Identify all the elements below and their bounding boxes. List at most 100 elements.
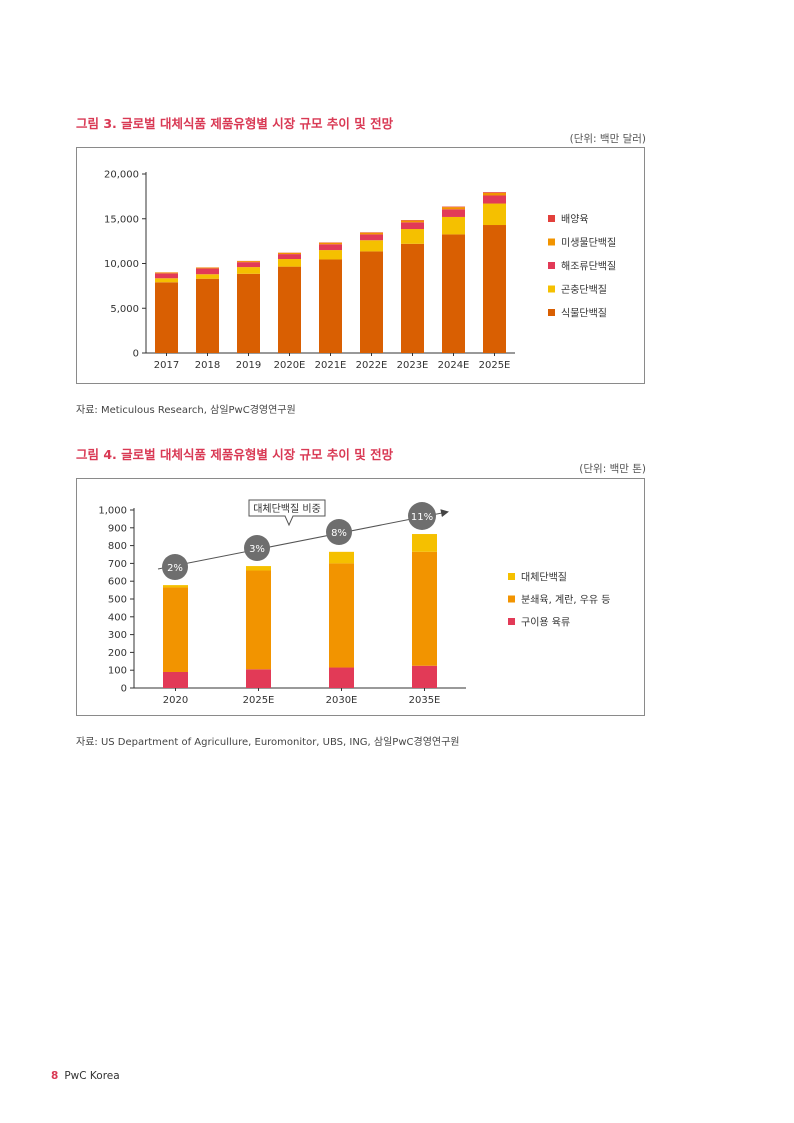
x-tick-label: 2021E [315, 360, 347, 371]
y-tick-label: 300 [108, 630, 127, 641]
y-tick-label: 5,000 [110, 304, 139, 315]
legend-label-미생물단백질: 미생물단백질 [561, 237, 616, 249]
y-tick-label: 500 [108, 595, 127, 606]
figure4-title: 그림 4. 글로벌 대체식품 제품유형별 시장 규모 추이 및 전망 [76, 447, 394, 462]
share-callout: 대체단백질 비중 [248, 499, 326, 527]
page-footer: 8 PwC Korea [51, 1070, 120, 1082]
y-tick-label: 600 [108, 577, 127, 588]
share-label-2020: 2% [167, 563, 183, 574]
callout-label: 대체단백질 비중 [253, 503, 321, 515]
bar-segment-해조류단백질-2022E [360, 234, 383, 241]
share-label-2025E: 3% [249, 544, 265, 555]
legend-label-구이용-육류: 구이용 육류 [521, 617, 570, 629]
share-circle-2025E [244, 535, 270, 561]
bar-segment-곤충단백질-2017 [155, 278, 178, 283]
bar-segment-곤충단백질-2018 [196, 274, 219, 279]
x-tick-label: 2020E [274, 360, 306, 371]
bar-segment-미생물단백질-2021E [319, 242, 342, 245]
bar-segment-해조류단백질-2021E [319, 244, 342, 251]
bar-segment-해조류단백질-2020E [278, 254, 301, 260]
bar-segment-분쇄육-계란-우유-등-2025E [246, 570, 271, 670]
legend-swatch-대체단백질 [508, 573, 515, 580]
bar-segment-해조류단백질-2017 [155, 273, 178, 279]
y-tick-label: 15,000 [104, 214, 139, 225]
legend-swatch-구이용-육류 [508, 618, 515, 625]
figure3-chart: 0 5,000 10,000 15,000 20,000 2017 2018 2019 2020… [104, 170, 616, 372]
x-tick-label: 2035E [409, 695, 441, 706]
figure4-source: 자료: US Department of Agricullure, Euromo… [76, 737, 460, 748]
bar-segment-미생물단백질-2019 [237, 261, 260, 263]
bar-segment-구이용-육류-2030E [329, 667, 354, 688]
y-tick-label: 800 [108, 541, 127, 552]
x-tick-label: 2025E [479, 360, 511, 371]
bar-segment-해조류단백질-2018 [196, 268, 219, 275]
legend-swatch-분쇄육-계란-우유-등 [508, 595, 515, 603]
trend-arrow [157, 509, 449, 570]
y-tick-label: 700 [108, 559, 127, 570]
bar-segment-미생물단백질-2024E [442, 207, 465, 210]
legend-label-배양육: 배양육 [561, 214, 589, 226]
y-tick-label: 200 [108, 648, 127, 659]
bar-segment-곤충단백질-2023E [401, 229, 424, 244]
bar-segment-대체단백질-2035E [412, 534, 437, 552]
bar-segment-미생물단백질-2020E [278, 252, 301, 255]
bar-segment-대체단백질-2030E [329, 551, 354, 564]
bar-segment-해조류단백질-2024E [442, 209, 465, 217]
legend-swatch-배양육 [548, 215, 555, 222]
callout-box [248, 499, 326, 527]
page-number: 8 [51, 1070, 59, 1082]
bar-segment-해조류단백질-2025E [483, 195, 506, 204]
bar-segment-분쇄육-계란-우유-등-2020 [163, 587, 188, 672]
bar-segment-미생물단백질-2018 [196, 267, 219, 269]
bar-segment-대체단백질-2020 [163, 585, 188, 588]
bar-segment-곤충단백질-2025E [483, 203, 506, 226]
bar-segment-대체단백질-2025E [246, 566, 271, 571]
share-label-2035E: 11% [411, 512, 433, 523]
bar-segment-미생물단백질-2025E [483, 192, 506, 196]
bar-segment-미생물단백질-2022E [360, 232, 383, 235]
legend-label-곤충단백질: 곤충단백질 [561, 284, 607, 296]
y-tick-label: 400 [108, 612, 127, 623]
legend-swatch-해조류단백질 [548, 262, 555, 269]
legend-label-해조류단백질: 해조류단백질 [561, 260, 616, 273]
bar-segment-곤충단백질-2020E [278, 259, 301, 267]
bar-segment-해조류단백질-2019 [237, 262, 260, 268]
bar-segment-해조류단백질-2023E [401, 222, 424, 230]
bar-segment-식물단백질-2022E [360, 251, 383, 353]
y-tick-label: 0 [133, 349, 139, 360]
share-circle-2035E [408, 502, 436, 530]
bar-segment-곤충단백질-2021E [319, 250, 342, 260]
bar-segment-배양육-2024E [442, 206, 465, 208]
figure4-unit: (단위: 백만 톤) [579, 463, 646, 475]
bar-segment-식물단백질-2018 [196, 278, 219, 353]
x-tick-label: 2023E [397, 360, 429, 371]
y-tick-label: 0 [121, 684, 127, 695]
x-tick-label: 2024E [438, 360, 470, 371]
x-tick-label: 2025E [243, 695, 275, 706]
y-tick-label: 900 [108, 523, 127, 534]
footer-brand: PwC Korea [64, 1070, 120, 1082]
legend-swatch-미생물단백질 [548, 238, 555, 246]
bar-segment-곤충단백질-2019 [237, 267, 260, 274]
x-tick-label: 2019 [236, 360, 261, 371]
bar-segment-곤충단백질-2024E [442, 216, 465, 235]
bar-segment-식물단백질-2025E [483, 225, 506, 353]
y-tick-label: 1,000 [98, 506, 127, 517]
bar-segment-식물단백질-2020E [278, 266, 301, 353]
legend-label-식물단백질: 식물단백질 [561, 308, 607, 320]
bar-segment-구이용-육류-2020 [163, 671, 188, 688]
bar-segment-분쇄육-계란-우유-등-2035E [412, 551, 437, 666]
y-tick-label: 100 [108, 666, 127, 677]
bar-segment-배양육-2025E [483, 192, 506, 193]
bar-segment-식물단백질-2021E [319, 259, 342, 353]
bar-segment-구이용-육류-2025E [246, 669, 271, 688]
figure3-source: 자료: Meticulous Research, 삼일PwC경영연구원 [76, 405, 296, 416]
figure3-unit: (단위: 백만 달러) [569, 133, 646, 145]
y-tick-label: 10,000 [104, 259, 139, 270]
bar-segment-곤충단백질-2022E [360, 240, 383, 252]
legend-swatch-곤충단백질 [548, 285, 555, 293]
bar-segment-식물단백질-2023E [401, 243, 424, 353]
bar-segment-분쇄육-계란-우유-등-2030E [329, 563, 354, 668]
x-tick-label: 2018 [195, 360, 220, 371]
figure3-chart-frame: 0 5,000 10,000 15,000 20,000 2017 2018 2019 2020… [76, 147, 645, 384]
